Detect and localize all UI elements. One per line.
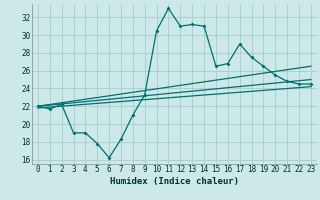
X-axis label: Humidex (Indice chaleur): Humidex (Indice chaleur) [110,177,239,186]
